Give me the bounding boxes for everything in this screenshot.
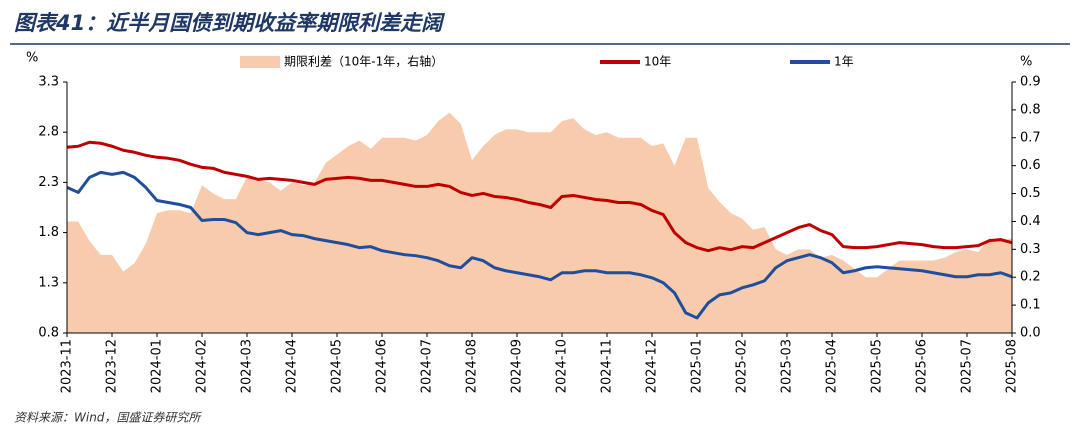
x-tick-label: 2024-11 (600, 339, 615, 393)
x-tick-label: 2025-01 (690, 339, 705, 393)
series-line (66, 140, 1013, 253)
y2-tick-label: 0.5 (1020, 186, 1041, 201)
y-tick-label: 1.8 (38, 225, 59, 240)
y2-axis-label: % (1020, 55, 1032, 70)
y2-tick-label: 0.9 (1020, 75, 1041, 90)
x-tick-label: 2025-02 (735, 339, 750, 393)
y-tick-label: 2.8 (38, 125, 59, 140)
x-tick-label: 2024-10 (555, 339, 570, 393)
chart-title: 图表41：近半月国债到期收益率期限利差走阔 (14, 11, 445, 35)
x-tick-label: 2025-04 (825, 339, 840, 393)
x-tick-label: 2025-07 (960, 339, 975, 393)
x-tick-label: 2024-06 (375, 339, 390, 393)
legend-label: 1年 (834, 55, 854, 69)
x-tick-label: 2025-05 (870, 339, 885, 393)
x-tick-label: 2023-11 (60, 339, 75, 393)
legend-swatch (240, 56, 280, 68)
y2-tick-label: 0.6 (1020, 158, 1041, 173)
y-tick-label: 2.3 (38, 175, 59, 190)
x-tick-label: 2024-03 (240, 339, 255, 393)
y-tick-label: 1.3 (38, 275, 59, 290)
x-tick-label: 2025-03 (780, 339, 795, 393)
x-tick-label: 2024-12 (645, 339, 660, 393)
y-axis-label: % (26, 51, 38, 66)
x-tick-label: 2024-08 (465, 339, 480, 393)
x-tick-label: 2024-01 (150, 339, 165, 393)
y2-tick-label: 0.1 (1020, 298, 1041, 313)
x-tick-label: 2024-07 (420, 339, 435, 393)
x-tick-label: 2025-08 (1005, 339, 1020, 393)
series-line (66, 170, 1013, 320)
plot (66, 112, 1013, 333)
x-tick-label: 2025-06 (915, 339, 930, 393)
y-tick-label: 0.8 (38, 326, 59, 341)
x-tick-label: 2024-05 (330, 339, 345, 393)
y2-tick-label: 0.0 (1020, 326, 1041, 341)
x-tick-label: 2024-04 (285, 339, 300, 393)
y-tick-label: 3.3 (38, 75, 59, 90)
y2-tick-label: 0.3 (1020, 242, 1041, 257)
x-tick-label: 2023-12 (105, 339, 120, 393)
y2-tick-label: 0.2 (1020, 270, 1041, 285)
y2-tick-label: 0.7 (1020, 130, 1041, 145)
legend-label: 期限利差（10年-1年，右轴） (284, 54, 443, 69)
x-tick-label: 2024-02 (195, 339, 210, 393)
source-note: 资料来源：Wind，国盛证券研究所 (14, 411, 202, 425)
x-tick-label: 2024-09 (510, 339, 525, 393)
y2-tick-label: 0.8 (1020, 102, 1041, 117)
spread-area (67, 112, 1012, 333)
y2-tick-label: 0.4 (1020, 214, 1041, 229)
legend-label: 10年 (644, 55, 671, 69)
